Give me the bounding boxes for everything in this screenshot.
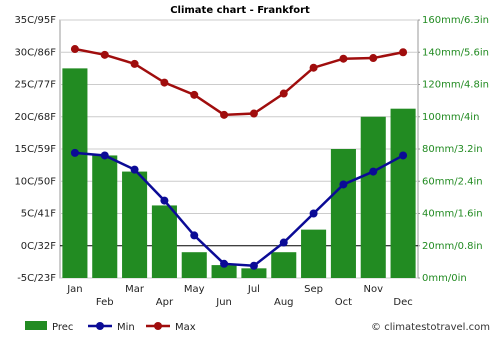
legend-label: Min — [117, 322, 135, 333]
x-tick-label: Mar — [125, 284, 145, 295]
bar — [241, 268, 267, 278]
marker — [369, 167, 378, 176]
bar — [92, 155, 118, 278]
y2-tick-label: 100mm/4in — [422, 112, 479, 123]
marker — [70, 45, 79, 54]
marker — [70, 148, 79, 157]
bar — [62, 68, 88, 278]
legend-label: Max — [175, 322, 196, 333]
x-tick-label: Jun — [215, 297, 232, 308]
y-tick-label: 5C/41F — [21, 209, 56, 220]
marker — [399, 151, 408, 160]
marker — [369, 54, 378, 63]
y-tick-label: 0C/32F — [21, 241, 56, 252]
y-tick-label: 15C/59F — [14, 144, 56, 155]
marker — [190, 90, 199, 99]
bar — [301, 229, 327, 278]
x-tick-label: Jan — [66, 284, 82, 295]
marker — [100, 151, 109, 160]
y2-tick-label: 0mm/0in — [422, 273, 467, 284]
x-tick-label: Oct — [335, 297, 352, 308]
marker — [130, 59, 139, 68]
bar — [360, 116, 386, 278]
y-tick-label: -5C/23F — [17, 273, 56, 284]
marker — [339, 180, 348, 189]
legend-swatch — [96, 322, 104, 330]
legend-swatch — [25, 321, 47, 330]
legend-label: Prec — [52, 322, 73, 333]
legend-swatch — [154, 322, 162, 330]
y2-tick-label: 20mm/0.8in — [422, 241, 483, 252]
y2-tick-label: 140mm/5.6in — [422, 47, 489, 58]
y2-tick-label: 40mm/1.6in — [422, 209, 483, 220]
chart-title: Climate chart - Frankfort — [170, 5, 310, 16]
y-tick-label: 10C/50F — [14, 176, 56, 187]
marker — [220, 110, 229, 119]
x-tick-label: Apr — [156, 297, 174, 308]
x-tick-label: Dec — [393, 297, 412, 308]
marker — [309, 209, 318, 218]
bar — [211, 265, 237, 278]
marker — [279, 89, 288, 98]
marker — [130, 165, 139, 174]
line — [74, 47, 404, 117]
marker — [249, 261, 258, 270]
y2-tick-label: 160mm/6.3in — [422, 15, 489, 26]
x-tick-label: Feb — [96, 297, 114, 308]
y-tick-label: 25C/77F — [14, 80, 56, 91]
bar — [330, 149, 356, 278]
y-tick-label: 20C/68F — [14, 112, 56, 123]
x-tick-label: Jul — [247, 284, 260, 295]
bar — [390, 108, 416, 278]
marker — [279, 238, 288, 247]
marker — [160, 196, 169, 205]
x-tick-label: May — [184, 284, 205, 295]
marker — [339, 54, 348, 63]
marker — [100, 50, 109, 59]
y2-tick-label: 80mm/3.2in — [422, 144, 483, 155]
y2-tick-label: 60mm/2.4in — [422, 176, 483, 187]
line — [74, 151, 404, 268]
marker — [249, 109, 258, 118]
x-tick-label: Sep — [304, 284, 323, 295]
marker — [160, 78, 169, 87]
bar — [122, 171, 148, 278]
x-tick-label: Nov — [363, 284, 383, 295]
marker — [309, 63, 318, 72]
source: © climatestotravel.com — [371, 322, 490, 333]
y-tick-label: 35C/95F — [14, 15, 56, 26]
bar — [151, 205, 177, 278]
y2-tick-label: 120mm/4.8in — [422, 80, 489, 91]
marker — [190, 231, 199, 240]
marker — [220, 259, 229, 268]
bar — [181, 252, 207, 278]
marker — [399, 48, 408, 57]
bar — [271, 252, 297, 278]
x-tick-label: Aug — [274, 297, 294, 308]
y-tick-label: 30C/86F — [14, 47, 56, 58]
